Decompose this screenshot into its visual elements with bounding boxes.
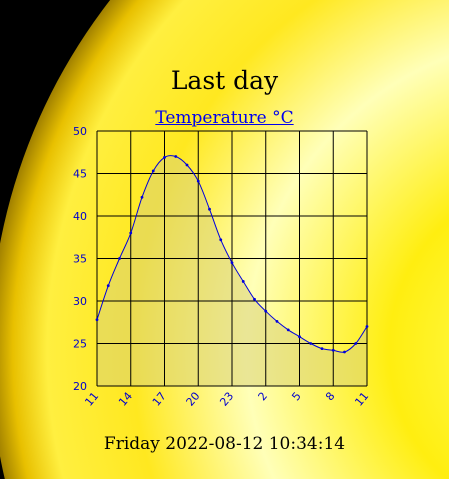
x-tick-label: 5 (289, 390, 303, 404)
y-tick-label: 45 (73, 168, 87, 181)
data-point (264, 309, 268, 313)
data-point (95, 318, 99, 322)
data-point (253, 297, 256, 301)
data-point (208, 207, 211, 211)
data-point (185, 163, 189, 167)
data-point (275, 320, 279, 323)
page-title: Last day (170, 66, 279, 95)
x-tick-label: 14 (116, 390, 135, 409)
x-tick-label: 11 (352, 390, 371, 409)
data-point (163, 155, 166, 159)
x-tick-label: 23 (217, 390, 236, 409)
data-point (320, 347, 324, 350)
y-tick-label: 40 (73, 210, 87, 223)
data-point (174, 155, 178, 158)
x-tick-label: 8 (323, 390, 337, 404)
x-tick-label: 2 (256, 390, 270, 404)
y-tick-label: 20 (73, 380, 87, 393)
data-point (151, 169, 155, 173)
data-point (140, 195, 144, 199)
data-point (118, 257, 121, 260)
y-tick-label: 30 (73, 295, 87, 308)
data-point (241, 280, 245, 283)
data-point (219, 238, 223, 242)
data-point (365, 325, 369, 328)
data-point (298, 335, 301, 339)
data-point (331, 348, 335, 352)
data-point (309, 342, 313, 345)
data-point (343, 350, 346, 354)
y-tick-label: 25 (73, 338, 87, 351)
y-tick-label: 50 (73, 125, 87, 138)
chart-title-link[interactable]: Temperature °C (0, 108, 449, 128)
data-point (129, 231, 133, 235)
timestamp: Friday 2022-08-12 10:34:14 (103, 434, 346, 454)
data-point (106, 284, 110, 288)
data-point (354, 342, 358, 345)
data-point (286, 328, 290, 332)
chart-title[interactable]: Temperature °C (155, 108, 294, 128)
data-point (196, 179, 200, 183)
x-tick-label: 17 (150, 390, 169, 409)
y-tick-label: 35 (73, 253, 87, 266)
data-point (230, 261, 234, 265)
x-tick-label: 20 (184, 390, 203, 409)
